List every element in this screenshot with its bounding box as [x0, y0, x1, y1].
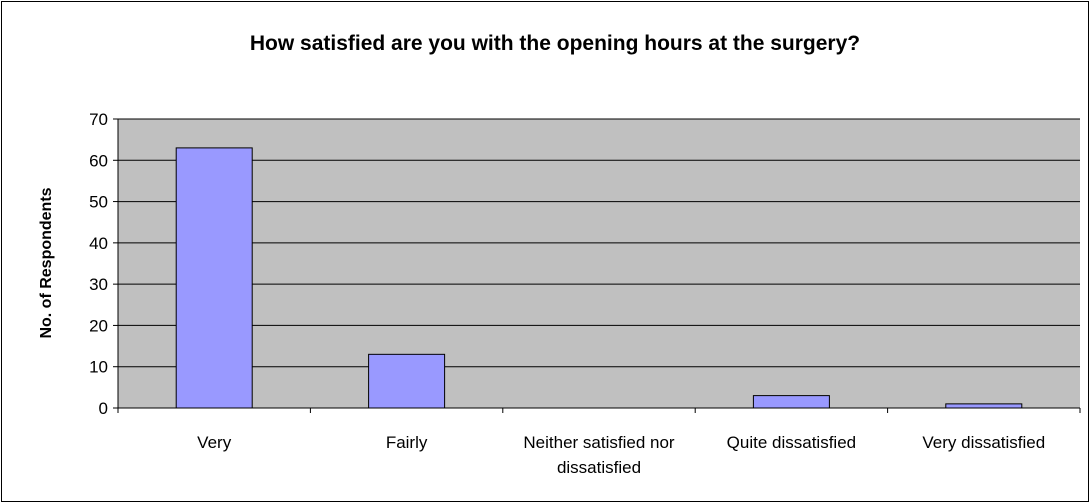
- y-tick-label: 50: [89, 193, 108, 212]
- y-tick-label: 30: [89, 275, 108, 294]
- x-tick-line: dissatisfied: [557, 458, 641, 477]
- y-tick-label: 0: [99, 399, 108, 418]
- x-tick-label: Very dissatisfied: [922, 433, 1045, 452]
- x-tick-label: Fairly: [386, 433, 428, 452]
- bar: [368, 353, 446, 409]
- x-tick-label: Neither satisfied nor dissatisfied: [523, 433, 675, 477]
- x-tick-label: Quite dissatisfied: [727, 433, 856, 452]
- chart-title: How satisfied are you with the opening h…: [250, 32, 860, 55]
- y-axis-label: No. of Respondents: [38, 187, 55, 338]
- bar: [175, 147, 253, 409]
- x-tick-label: Very: [197, 433, 232, 452]
- y-tick-label: 10: [89, 358, 108, 377]
- y-tick-label: 60: [89, 151, 108, 170]
- y-tick-label: 70: [89, 110, 108, 129]
- x-tick-line: Neither satisfied nor: [523, 433, 675, 452]
- bar: [752, 395, 830, 409]
- plot-area: [118, 119, 1080, 408]
- bar: [945, 403, 1023, 409]
- y-tick-label: 40: [89, 234, 108, 253]
- y-tick-label: 20: [89, 316, 108, 335]
